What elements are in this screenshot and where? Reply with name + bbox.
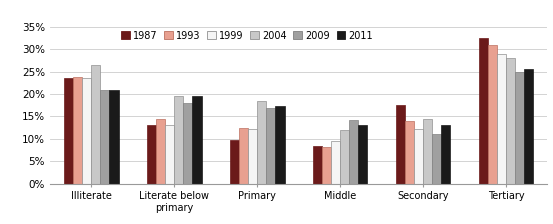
Bar — [230, 140, 239, 184]
Bar — [313, 146, 322, 184]
Bar — [340, 130, 349, 184]
Bar — [156, 119, 165, 184]
Bar — [414, 129, 423, 184]
Bar — [358, 125, 367, 184]
Bar — [184, 103, 192, 184]
Bar — [174, 96, 184, 184]
Bar — [506, 58, 515, 184]
Bar — [82, 78, 91, 184]
Bar — [64, 78, 73, 184]
Bar — [405, 121, 414, 184]
Bar — [497, 54, 506, 184]
Bar — [322, 147, 331, 184]
Bar — [239, 128, 248, 184]
Bar — [441, 125, 450, 184]
Bar — [479, 38, 488, 184]
Bar — [165, 125, 174, 184]
Bar — [515, 72, 524, 184]
Bar — [432, 134, 441, 184]
Bar — [488, 45, 497, 184]
Bar — [101, 90, 109, 184]
Bar — [73, 77, 82, 184]
Bar — [396, 105, 405, 184]
Bar — [248, 129, 257, 184]
Bar — [423, 119, 432, 184]
Bar — [192, 96, 202, 184]
Legend: 1987, 1993, 1999, 2004, 2009, 2011: 1987, 1993, 1999, 2004, 2009, 2011 — [119, 29, 375, 43]
Bar — [275, 106, 285, 184]
Bar — [147, 125, 156, 184]
Bar — [267, 108, 275, 184]
Bar — [331, 141, 340, 184]
Bar — [257, 101, 267, 184]
Bar — [524, 69, 533, 184]
Bar — [349, 120, 358, 184]
Bar — [91, 65, 101, 184]
Bar — [109, 90, 118, 184]
